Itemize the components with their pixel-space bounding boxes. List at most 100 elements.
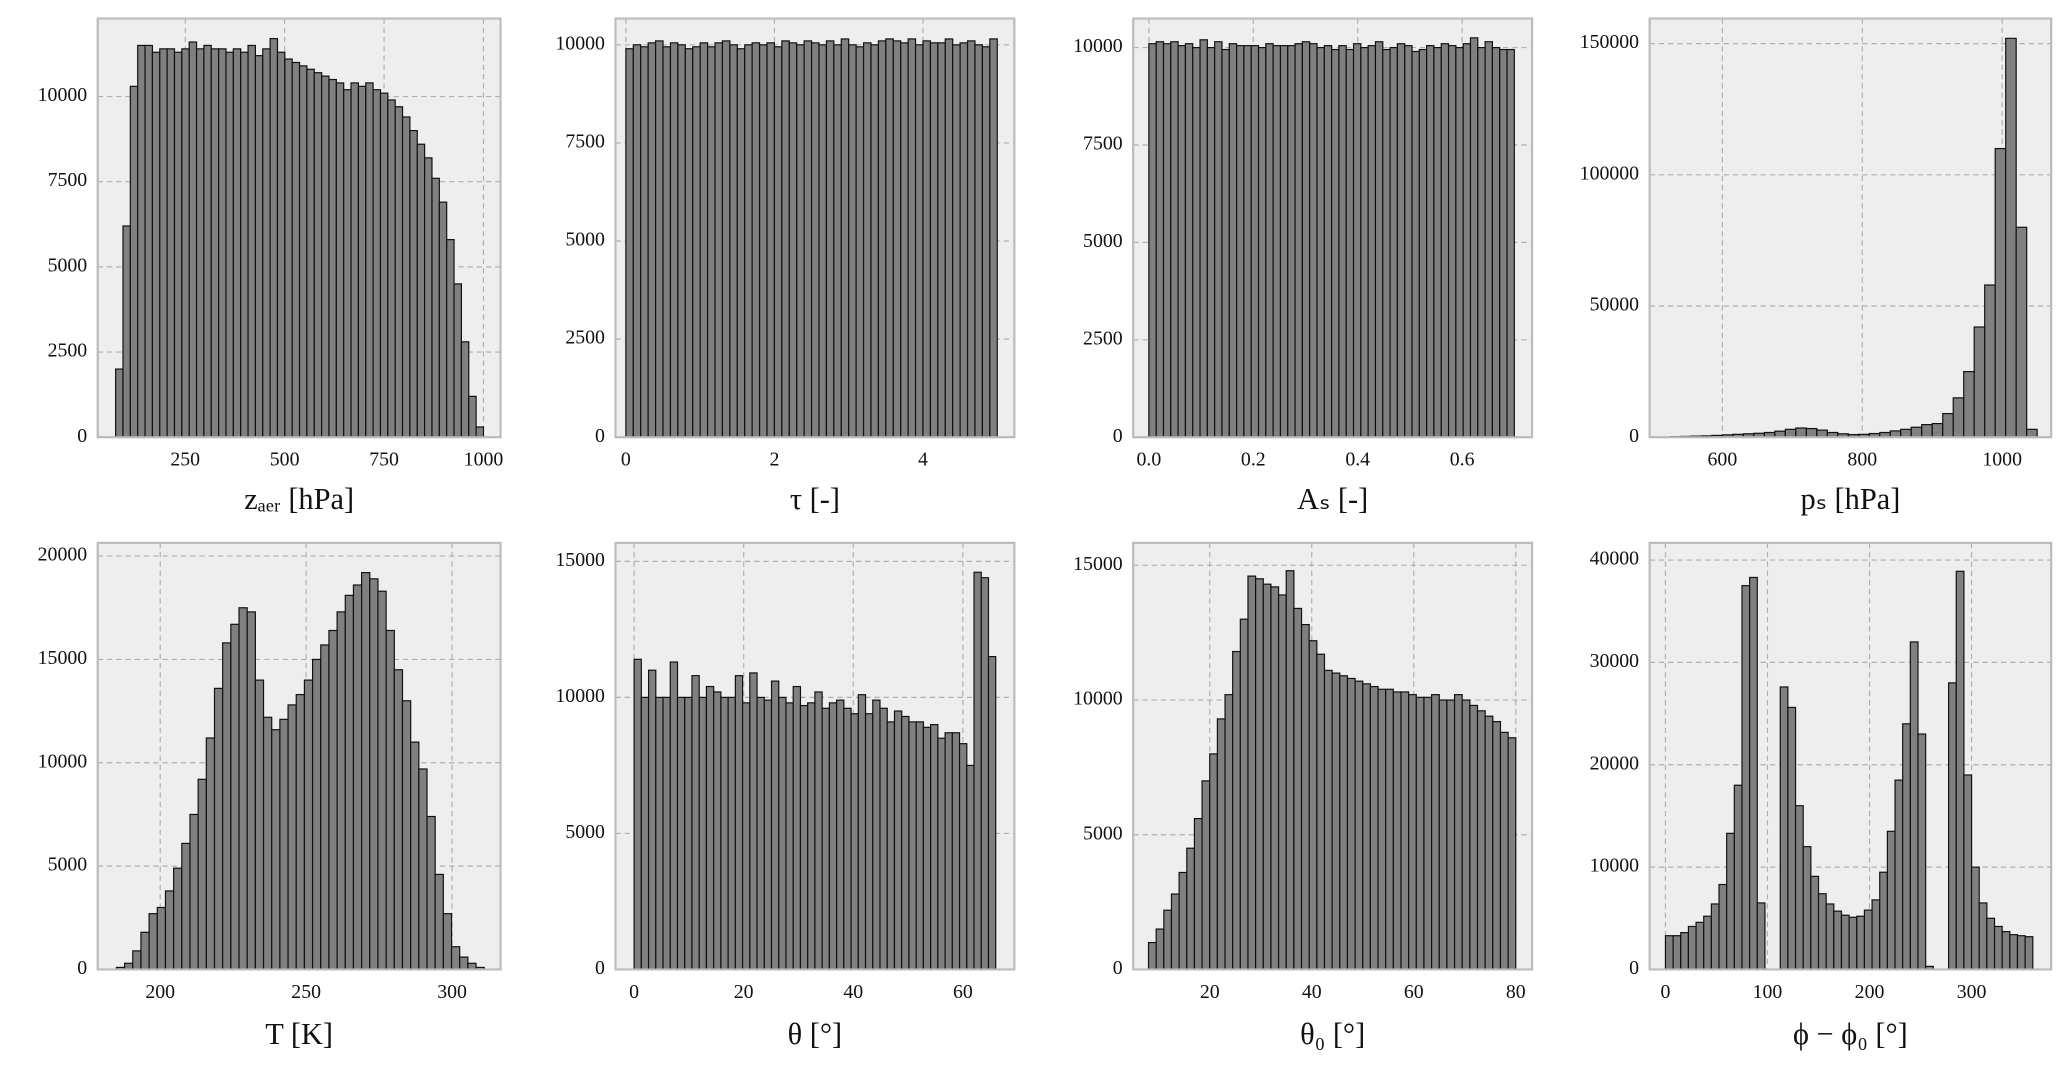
y-tick-label: 5000 xyxy=(48,854,88,876)
bar xyxy=(475,426,485,438)
bar xyxy=(1396,43,1406,438)
bar xyxy=(459,956,469,971)
y-tick-label: 0 xyxy=(1629,957,1639,979)
plot-border xyxy=(96,541,502,971)
y-tick-label: 2500 xyxy=(48,340,88,362)
bar xyxy=(287,704,297,971)
bar xyxy=(1469,704,1479,971)
bar xyxy=(1447,45,1457,438)
bar xyxy=(442,913,453,971)
bar xyxy=(736,48,746,438)
bar xyxy=(1816,429,1828,438)
bar xyxy=(706,46,716,438)
bar xyxy=(328,78,337,438)
bar xyxy=(254,55,264,438)
bar xyxy=(225,51,234,438)
bar xyxy=(1902,723,1911,971)
bar xyxy=(1362,683,1371,971)
bar xyxy=(951,732,961,971)
bar xyxy=(1994,147,2007,438)
bar xyxy=(1339,675,1349,971)
bar xyxy=(749,672,758,971)
bar xyxy=(321,75,330,438)
bar xyxy=(870,44,880,438)
bar xyxy=(766,42,776,438)
bar xyxy=(1484,715,1494,971)
bar xyxy=(1817,893,1827,971)
bar xyxy=(857,694,867,971)
bar xyxy=(741,702,751,971)
bar xyxy=(922,726,932,971)
bar xyxy=(1382,48,1391,438)
bar xyxy=(914,44,924,438)
bar xyxy=(365,82,374,438)
bar xyxy=(328,629,338,971)
bar xyxy=(662,696,671,971)
bar xyxy=(729,44,738,438)
x-tick-label: 40 xyxy=(843,981,863,1003)
bar xyxy=(684,696,693,971)
bar xyxy=(298,65,308,438)
bar xyxy=(262,716,273,971)
y-tick-label: 10000 xyxy=(38,750,88,772)
bar xyxy=(877,40,887,438)
bar xyxy=(195,48,205,438)
x-tick-label: 80 xyxy=(1506,981,1526,1003)
bar xyxy=(1499,48,1508,438)
x-tick-label: 0.0 xyxy=(1137,449,1162,471)
bar xyxy=(369,578,379,971)
bar xyxy=(1360,46,1369,438)
bar xyxy=(669,42,679,438)
bar xyxy=(1216,718,1226,971)
bar xyxy=(137,44,146,438)
bar xyxy=(1871,899,1881,971)
bar xyxy=(1170,41,1179,438)
y-tick-label: 10000 xyxy=(38,84,88,106)
x-tick-label: 250 xyxy=(170,449,200,471)
bar xyxy=(1221,48,1230,438)
bar xyxy=(1477,46,1486,438)
plot-border xyxy=(1648,541,2053,971)
y-tick-label: 100000 xyxy=(1580,162,1639,184)
bar xyxy=(1687,925,1697,971)
bar xyxy=(1345,48,1355,438)
bar xyxy=(1148,43,1157,438)
bar xyxy=(1810,875,1820,971)
bar xyxy=(836,699,845,971)
bar xyxy=(633,658,642,971)
bar xyxy=(1369,685,1379,971)
bar xyxy=(1507,737,1517,971)
bar xyxy=(377,590,387,971)
bar xyxy=(721,40,731,438)
bar xyxy=(2009,934,2019,971)
bar xyxy=(1879,871,1888,971)
y-tick-label: 20000 xyxy=(38,544,88,566)
bar xyxy=(1718,883,1728,971)
x-tick-label: 1000 xyxy=(1982,449,2022,471)
x-tick-label: 300 xyxy=(1957,981,1987,1003)
y-tick-label: 7500 xyxy=(48,169,88,191)
bar xyxy=(705,685,715,971)
bar xyxy=(453,283,462,438)
bar xyxy=(727,696,736,971)
bar xyxy=(654,40,664,438)
bar xyxy=(781,40,790,438)
bar xyxy=(1247,575,1257,971)
bar xyxy=(1163,909,1173,971)
bar xyxy=(1392,691,1402,971)
bar xyxy=(1411,50,1420,438)
y-tick-label: 40000 xyxy=(1590,548,1640,570)
y-tick-label: 10000 xyxy=(555,32,605,54)
y-tick-label: 30000 xyxy=(1590,650,1640,672)
bar xyxy=(1331,48,1340,438)
bar xyxy=(238,607,248,971)
bar xyxy=(1476,710,1486,971)
bar xyxy=(814,691,823,971)
bar xyxy=(1973,326,1986,438)
bar xyxy=(980,577,990,971)
plot-area xyxy=(1648,541,2053,971)
x-tick-label: 60 xyxy=(1404,981,1424,1003)
bar xyxy=(792,685,802,971)
